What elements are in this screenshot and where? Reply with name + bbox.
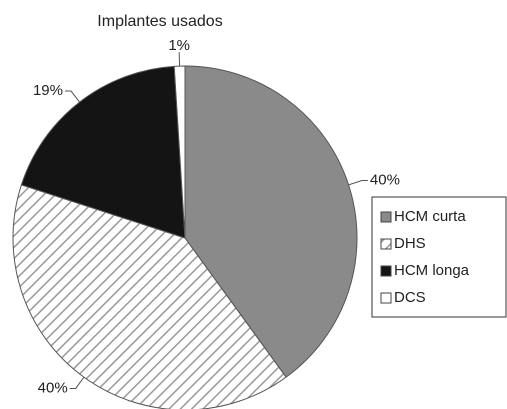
legend-box — [371, 196, 507, 318]
data-label: 19% — [33, 82, 63, 99]
leader-line — [348, 180, 368, 186]
legend-label: HCM longa — [394, 262, 470, 279]
data-label: 40% — [38, 379, 68, 396]
legend-swatch — [380, 265, 392, 277]
legend-swatch — [380, 211, 392, 223]
legend-label: DCS — [394, 289, 426, 306]
leader-line — [64, 90, 80, 103]
legend-label: HCM curta — [394, 208, 466, 225]
legend-swatch — [380, 238, 392, 250]
leader-line — [69, 376, 85, 389]
data-label: 1% — [168, 37, 190, 54]
data-label: 40% — [370, 171, 400, 188]
legend-swatch — [380, 292, 392, 304]
pie-slice — [20, 65, 186, 239]
legend-label: DHS — [394, 235, 426, 252]
chart-title: Implantes usados — [97, 13, 222, 30]
